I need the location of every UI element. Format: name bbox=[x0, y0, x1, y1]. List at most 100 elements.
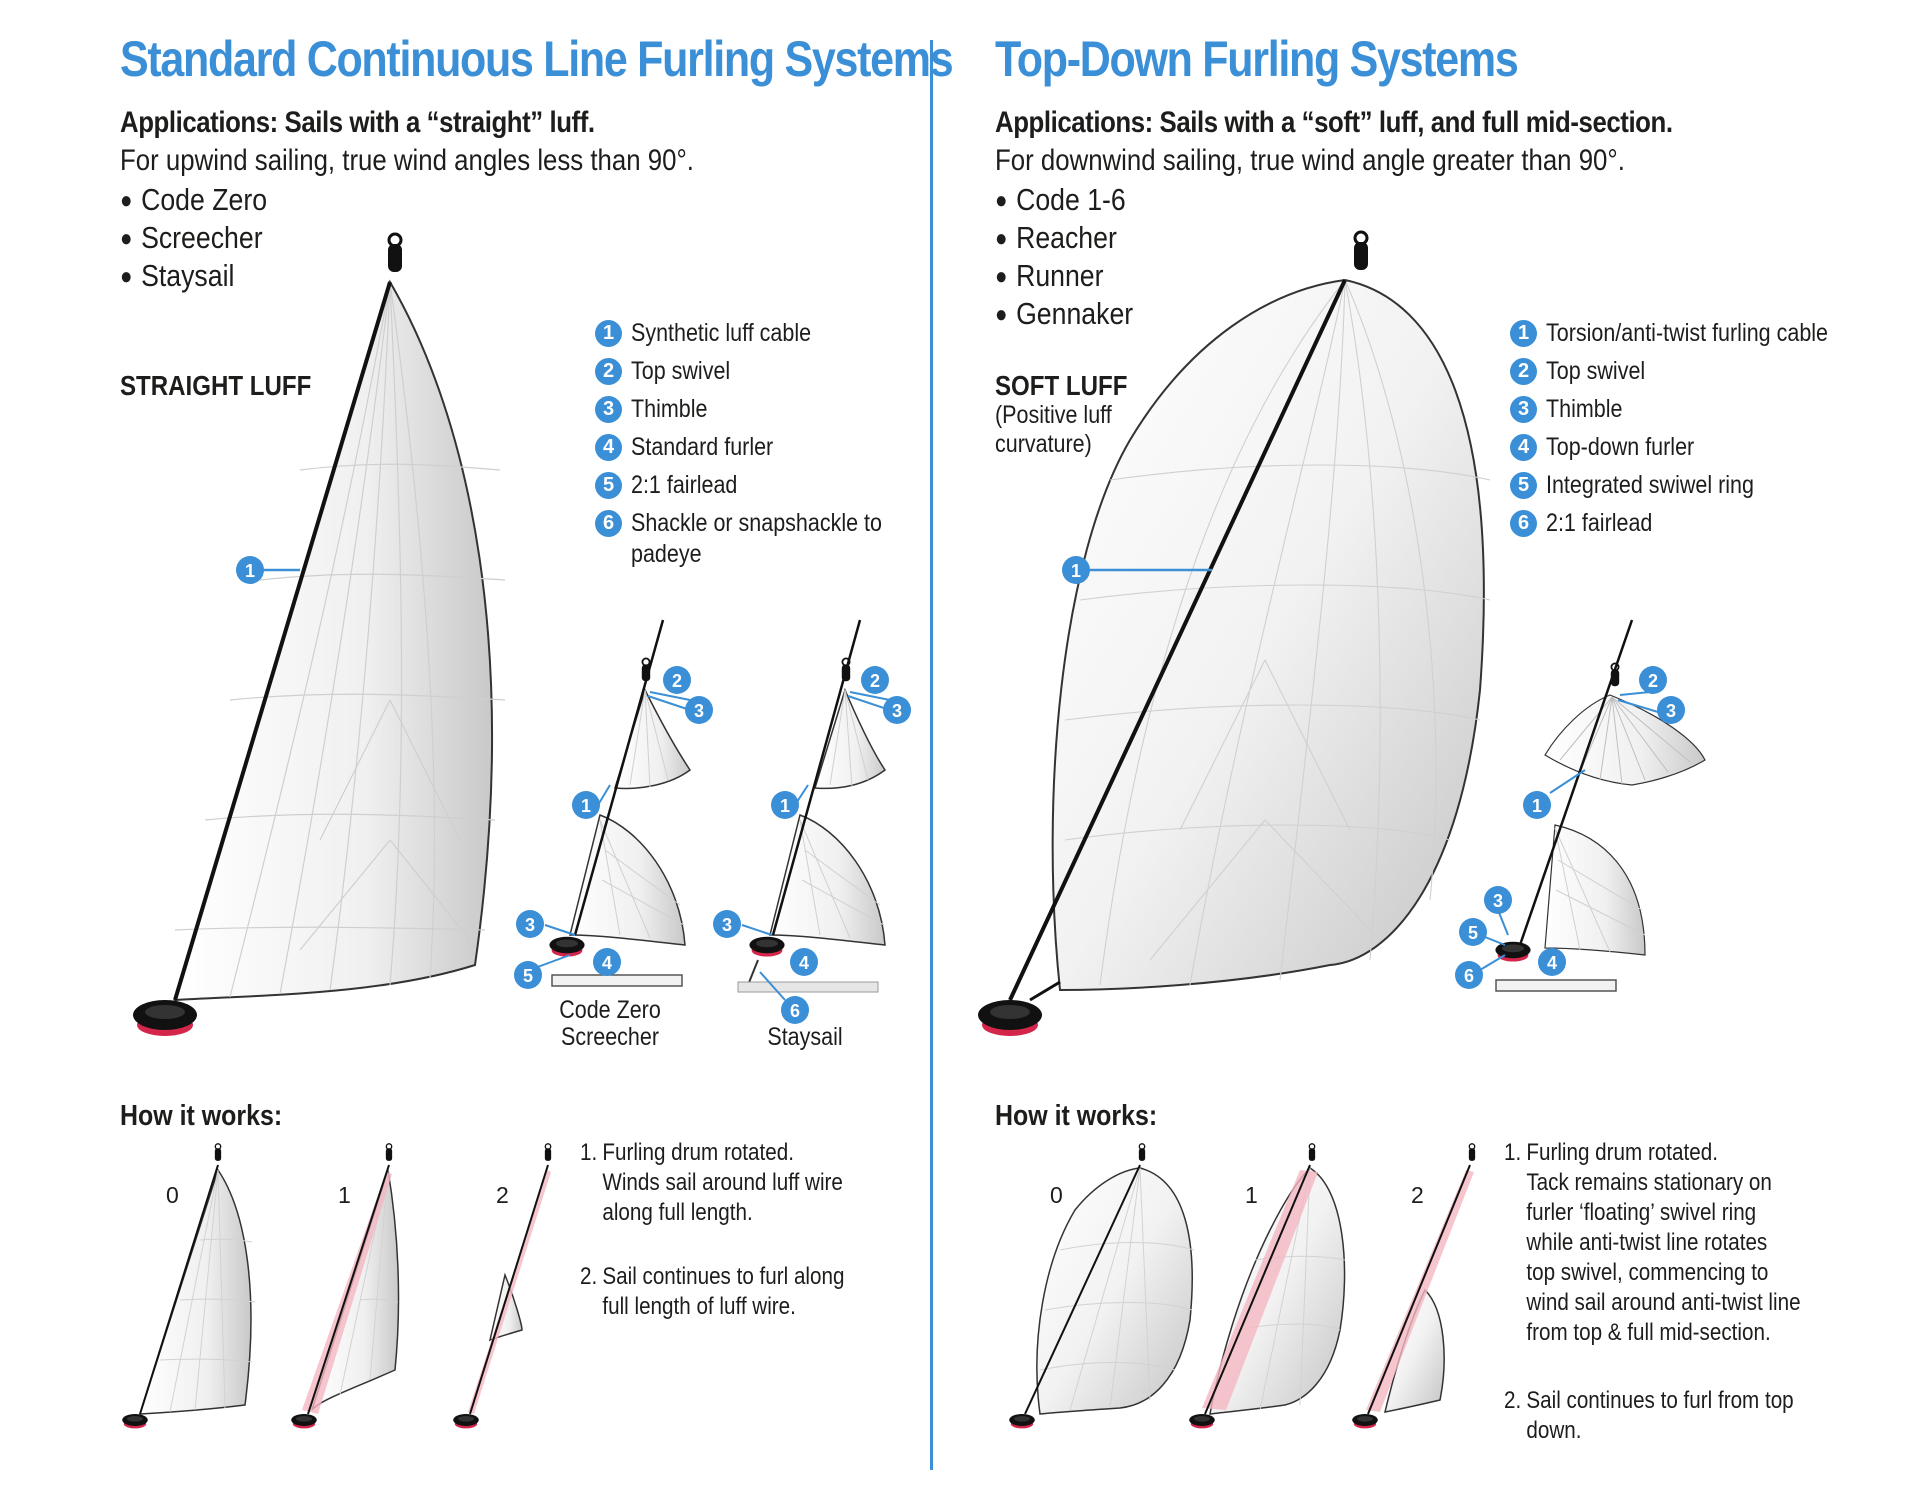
callout-number: 5 bbox=[1468, 923, 1478, 943]
callout-number: 2 bbox=[672, 671, 682, 691]
callout-number: 3 bbox=[1493, 891, 1503, 911]
step-line: Furling drum rotated. bbox=[1526, 1139, 1718, 1166]
step-line: down. bbox=[1526, 1417, 1582, 1444]
step-line: while anti-twist line rotates bbox=[1526, 1229, 1768, 1256]
legend-label: 2:1 fairlead bbox=[1546, 509, 1653, 537]
left-legend: 1 Synthetic luff cable 2 Top swivel 3 Thimb… bbox=[595, 318, 923, 570]
right-sail-type: Runner bbox=[995, 258, 1103, 294]
callout-number: 3 bbox=[525, 915, 535, 935]
right-subtitle: For downwind sailing, true wind angle gr… bbox=[995, 144, 1625, 177]
left-how-heading: How it works: bbox=[120, 1100, 283, 1132]
callout-number: 3 bbox=[1666, 701, 1676, 721]
callout-3-td: 3 bbox=[1657, 696, 1685, 724]
right-stage-2 bbox=[1352, 1143, 1476, 1429]
legend-item: 2 Top swivel bbox=[595, 356, 923, 394]
left-stage-0 bbox=[122, 1143, 256, 1429]
legend-label: Top swivel bbox=[631, 357, 731, 385]
left-main-sail bbox=[133, 232, 506, 1036]
left-title: Standard Continuous Line Furling Systems bbox=[120, 31, 954, 87]
callout-number: 6 bbox=[790, 1001, 800, 1021]
stage-label: 2 bbox=[496, 1182, 509, 1208]
legend-label: Thimble bbox=[1546, 395, 1623, 423]
callout-2-cz: 2 bbox=[663, 666, 691, 694]
detail-top-down bbox=[1479, 619, 1706, 992]
legend-label: Top swivel bbox=[1546, 357, 1646, 385]
left-applications: Applications: Sails with a “straight” lu… bbox=[120, 106, 595, 139]
left-sail-type: Staysail bbox=[120, 258, 234, 294]
callout-3-cz: 3 bbox=[685, 696, 713, 724]
right-title: Top-Down Furling Systems bbox=[995, 31, 1519, 87]
legend-item: 4 Top-down furler bbox=[1510, 432, 1874, 470]
left-luff-heading: STRAIGHT LUFF bbox=[120, 370, 312, 401]
right-luff-sub: (Positive luff curvature) bbox=[995, 401, 1112, 459]
detail-code-zero bbox=[534, 619, 692, 987]
left-step-1: 1. Furling drum rotated. Winds sail aroun… bbox=[580, 1138, 843, 1228]
step-line: Furling drum rotated. bbox=[602, 1139, 794, 1166]
callout-number: 5 bbox=[523, 966, 533, 986]
step-line: wind sail around anti-twist line bbox=[1526, 1289, 1801, 1316]
step-body: full length of luff wire. bbox=[580, 1292, 844, 1322]
callout-number: 1 bbox=[780, 796, 790, 816]
legend-label: Synthetic luff cable bbox=[631, 319, 812, 347]
right-how-heading: How it works: bbox=[995, 1100, 1158, 1132]
callout-number: 3 bbox=[694, 701, 704, 721]
legend-item: 6 2:1 fairlead bbox=[1510, 508, 1874, 546]
right-sail-type: Code 1-6 bbox=[995, 182, 1126, 218]
callout-number: 4 bbox=[1547, 953, 1557, 973]
legend-label: Integrated swiwel ring bbox=[1546, 471, 1754, 499]
left-subtitle: For upwind sailing, true wind angles les… bbox=[120, 144, 694, 177]
step-body: Winds sail around luff wire along full le… bbox=[580, 1168, 843, 1228]
callout-2-ss: 2 bbox=[861, 666, 889, 694]
stage-label: 1 bbox=[1245, 1182, 1258, 1208]
legend-item: 2 Top swivel bbox=[1510, 356, 1874, 394]
legend-label: Torsion/anti-twist furling cable bbox=[1546, 319, 1829, 347]
legend-item: 3 Thimble bbox=[595, 394, 923, 432]
legend-label: Standard furler bbox=[631, 433, 774, 461]
step-number: 1. bbox=[1504, 1139, 1522, 1166]
right-main-sail bbox=[978, 230, 1491, 1036]
legend-number: 3 bbox=[1510, 396, 1537, 423]
stage-label: 0 bbox=[1050, 1182, 1063, 1208]
callout-4-td: 4 bbox=[1538, 948, 1566, 976]
step-line: Winds sail around luff wire bbox=[602, 1169, 843, 1196]
legend-number: 1 bbox=[1510, 320, 1537, 347]
legend-number: 5 bbox=[1510, 472, 1537, 499]
callout-number: 6 bbox=[1464, 966, 1474, 986]
left-stage-2 bbox=[453, 1143, 552, 1429]
right-stage-1 bbox=[1189, 1143, 1346, 1429]
stage-label: 2 bbox=[1411, 1182, 1424, 1208]
callout-3-ss: 3 bbox=[883, 696, 911, 724]
step-line: top swivel, commencing to bbox=[1526, 1259, 1769, 1286]
callout-1-right: 1 bbox=[1062, 556, 1212, 584]
legend-number: 3 bbox=[595, 396, 622, 423]
step-body: down. bbox=[1504, 1416, 1794, 1446]
caption-code-zero: Code Zero Screecher bbox=[550, 997, 670, 1051]
column-divider bbox=[930, 40, 933, 1470]
callout-number: 4 bbox=[602, 953, 612, 973]
left-step-2: 2. Sail continues to furl along full leng… bbox=[580, 1262, 844, 1322]
stage-label: 1 bbox=[338, 1182, 351, 1208]
callout-1-cz: 1 bbox=[572, 791, 600, 819]
callout-number: 1 bbox=[581, 796, 591, 816]
callout-number: 2 bbox=[1648, 671, 1658, 691]
right-luff-heading: SOFT LUFF bbox=[995, 370, 1128, 401]
step-line: along full length. bbox=[602, 1199, 753, 1226]
step-number: 1. bbox=[580, 1139, 598, 1166]
legend-item: 4 Standard furler bbox=[595, 432, 923, 470]
callout-3b-ss: 3 bbox=[713, 910, 741, 938]
luff-sub-line: (Positive luff bbox=[995, 401, 1112, 429]
callout-3b-cz: 3 bbox=[516, 910, 544, 938]
callout-number: 2 bbox=[870, 671, 880, 691]
callout-1-ss: 1 bbox=[771, 791, 799, 819]
step-line: from top & full mid-section. bbox=[1526, 1319, 1771, 1346]
legend-item: 5 Integrated swiwel ring bbox=[1510, 470, 1874, 508]
left-sail-type: Code Zero bbox=[120, 182, 267, 218]
legend-number: 1 bbox=[595, 320, 622, 347]
legend-label: Top-down furler bbox=[1546, 433, 1695, 461]
detail-staysail bbox=[737, 619, 891, 1001]
callout-number: 4 bbox=[799, 953, 809, 973]
right-applications: Applications: Sails with a “soft” luff, … bbox=[995, 106, 1673, 139]
right-sail-type: Gennaker bbox=[995, 296, 1133, 332]
callout-5-td: 5 bbox=[1459, 918, 1487, 946]
